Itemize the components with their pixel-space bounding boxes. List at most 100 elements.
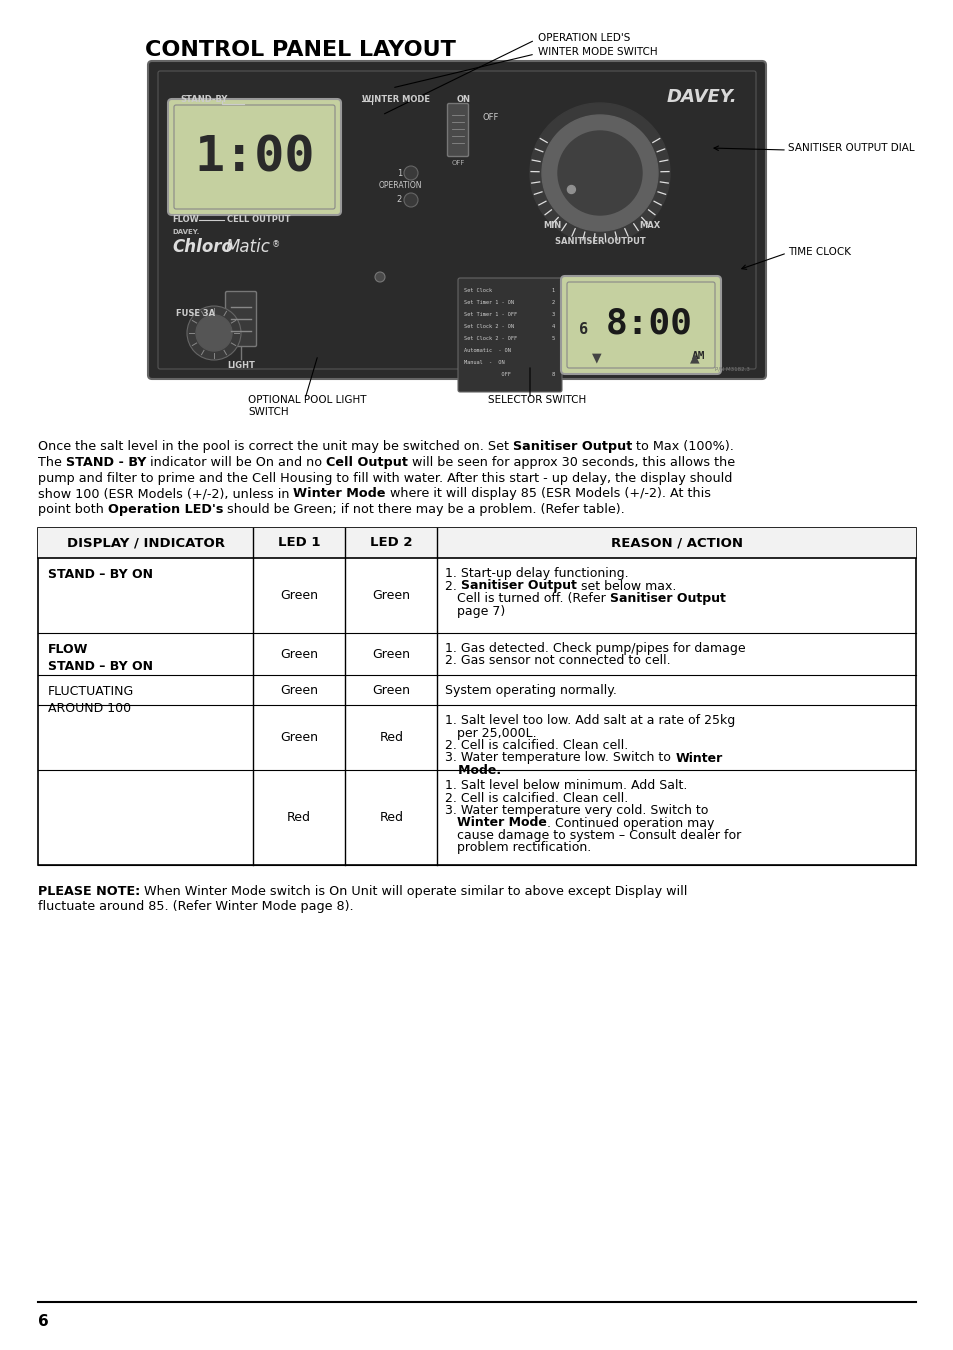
Text: 8:00: 8:00 [605,306,692,340]
Text: Green: Green [280,589,318,602]
FancyBboxPatch shape [225,292,256,347]
Text: LED 1: LED 1 [277,536,320,549]
Text: P/N M3182.3: P/N M3182.3 [715,366,749,371]
Text: 2: 2 [396,196,401,204]
Text: Winter: Winter [675,752,721,764]
Text: Red: Red [379,730,403,744]
Text: Operation LED's: Operation LED's [108,504,223,516]
Text: Set Clock 2 - ON: Set Clock 2 - ON [463,324,514,328]
Text: to Max (100%).: to Max (100%). [632,440,734,454]
Text: 1. Salt level too low. Add salt at a rate of 25kg: 1. Salt level too low. Add salt at a rat… [445,714,735,728]
Bar [38,528,915,558]
Text: Matic: Matic [226,238,271,256]
Text: System operating normally.: System operating normally. [445,684,617,697]
Text: OFF: OFF [482,112,498,122]
Text: Set Clock 2 - OFF: Set Clock 2 - OFF [463,336,517,340]
Text: Sanitiser Output: Sanitiser Output [610,593,725,605]
Text: Automatic  - ON: Automatic - ON [463,347,511,352]
Text: ▼: ▼ [592,351,601,364]
Text: 2. Gas sensor not connected to cell.: 2. Gas sensor not connected to cell. [445,655,670,667]
Text: indicator will be On and no: indicator will be On and no [146,456,326,468]
FancyBboxPatch shape [560,275,720,374]
Text: Green: Green [280,730,318,744]
Text: 1. Gas detected. Check pump/pipes for damage: 1. Gas detected. Check pump/pipes for da… [445,643,745,655]
Text: STAND – BY ON: STAND – BY ON [48,568,152,580]
Text: ▲: ▲ [689,351,700,364]
Text: OFF: OFF [451,161,464,166]
Text: PLEASE NOTE:: PLEASE NOTE: [38,886,140,898]
Text: 4: 4 [551,324,555,328]
Circle shape [403,166,417,180]
Text: Mode.: Mode. [445,764,501,778]
Text: 6: 6 [38,1315,49,1330]
Text: FUSE 3A: FUSE 3A [175,309,214,317]
FancyBboxPatch shape [457,278,561,391]
Circle shape [558,131,641,215]
Text: Cell Output: Cell Output [326,456,408,468]
Text: Green: Green [372,648,410,660]
Text: CELL OUTPUT: CELL OUTPUT [227,216,291,224]
FancyBboxPatch shape [447,104,468,157]
Text: Sanitiser Output: Sanitiser Output [513,440,632,454]
Text: SANITISER OUTPUT: SANITISER OUTPUT [554,236,644,246]
Text: 1: 1 [551,288,555,293]
Text: When Winter Mode switch is On Unit will operate similar to above except Display : When Winter Mode switch is On Unit will … [140,886,687,898]
Text: DAVEY.: DAVEY. [172,230,199,235]
Text: Set Timer 1 - OFF: Set Timer 1 - OFF [463,312,517,316]
Text: 1. Start-up delay functioning.: 1. Start-up delay functioning. [445,567,628,580]
Text: per 25,000L.: per 25,000L. [445,726,537,740]
Text: 8: 8 [551,371,555,377]
Text: OPTIONAL POOL LIGHT: OPTIONAL POOL LIGHT [248,396,366,405]
Text: where it will display 85 (ESR Models (+/-2). At this: where it will display 85 (ESR Models (+/… [386,487,710,501]
Text: Winter Mode: Winter Mode [457,817,547,829]
Text: cause damage to system – Consult dealer for: cause damage to system – Consult dealer … [445,829,741,842]
Text: Manual  -  ON: Manual - ON [463,359,504,364]
Text: 1: 1 [396,169,401,177]
Text: OPERATION LED'S: OPERATION LED'S [537,32,630,43]
Text: Set Timer 1 - ON: Set Timer 1 - ON [463,300,514,305]
Text: point both: point both [38,504,108,516]
Text: SWITCH: SWITCH [248,406,289,417]
Text: WINTER MODE: WINTER MODE [361,95,430,104]
Bar [38,528,915,865]
Text: Red: Red [287,811,311,824]
Text: STAND-BY: STAND-BY [180,95,227,104]
Text: FLUCTUATING
AROUND 100: FLUCTUATING AROUND 100 [48,684,134,716]
Circle shape [195,315,232,351]
Text: DAVEY.: DAVEY. [666,88,737,107]
Text: LIGHT: LIGHT [227,360,254,370]
Text: 3. Water temperature very cold. Switch to: 3. Water temperature very cold. Switch t… [445,805,708,817]
Text: LED 2: LED 2 [370,536,413,549]
Text: . Continued operation may: . Continued operation may [547,817,714,829]
Text: FLOW
STAND – BY ON: FLOW STAND – BY ON [48,643,152,674]
Text: 5: 5 [551,336,555,340]
Circle shape [530,103,669,243]
Text: Green: Green [372,683,410,697]
Text: TIME CLOCK: TIME CLOCK [787,247,850,256]
Text: CONTROL PANEL LAYOUT: CONTROL PANEL LAYOUT [145,40,455,59]
Text: 2.: 2. [445,579,461,593]
Text: page 7): page 7) [445,605,505,617]
Text: 2: 2 [551,300,555,305]
Text: Green: Green [280,683,318,697]
Text: MIN: MIN [542,220,560,230]
Text: SANITISER OUTPUT DIAL: SANITISER OUTPUT DIAL [787,143,914,153]
Text: 1. Salt level below minimum. Add Salt.: 1. Salt level below minimum. Add Salt. [445,779,687,792]
Text: Sanitiser Output: Sanitiser Output [461,579,577,593]
Text: Green: Green [372,589,410,602]
Text: will be seen for approx 30 seconds, this allows the: will be seen for approx 30 seconds, this… [408,456,735,468]
Text: Once the salt level in the pool is correct the unit may be switched on. Set: Once the salt level in the pool is corre… [38,440,513,454]
Text: ®: ® [272,240,280,250]
Text: 3: 3 [551,312,555,316]
Text: Set Clock: Set Clock [463,288,492,293]
Circle shape [567,185,575,193]
Text: show 100 (ESR Models (+/-2), unless in: show 100 (ESR Models (+/-2), unless in [38,487,294,501]
Circle shape [541,115,658,231]
Text: 6: 6 [578,321,587,336]
Text: Red: Red [379,811,403,824]
Text: Winter Mode: Winter Mode [294,487,386,501]
Text: STAND - BY: STAND - BY [66,456,146,468]
Text: 2. Cell is calcified. Clean cell.: 2. Cell is calcified. Clean cell. [445,791,628,805]
Circle shape [375,271,385,282]
Circle shape [403,193,417,207]
